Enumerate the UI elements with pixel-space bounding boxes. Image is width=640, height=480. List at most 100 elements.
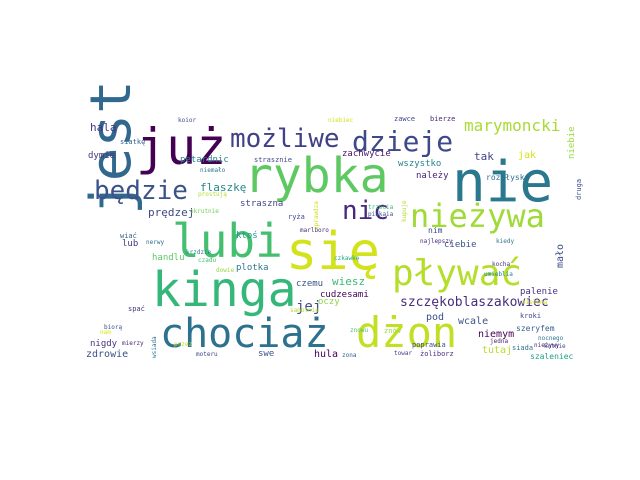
word-cloud-word: flaszkę bbox=[200, 181, 247, 194]
word-cloud-word: bierze bbox=[430, 115, 456, 123]
word-cloud-word: moteru bbox=[196, 351, 218, 358]
word-cloud-word: dzieje bbox=[352, 125, 454, 158]
word-cloud-word: szczękoblaszakowiec bbox=[400, 295, 549, 310]
word-cloud-word: nie bbox=[452, 150, 554, 215]
word-cloud-word: hula bbox=[314, 349, 339, 360]
word-cloud-word: już bbox=[136, 118, 227, 176]
word-cloud-word: wiać bbox=[120, 232, 137, 240]
word-cloud-word: nim bbox=[428, 226, 443, 235]
word-cloud-word: nerwy bbox=[146, 239, 165, 246]
word-cloud-word: się bbox=[286, 222, 380, 282]
word-cloud-word: siatkę bbox=[120, 138, 146, 146]
word-cloud-word: najlepszy bbox=[420, 238, 453, 245]
word-cloud-word: piakaia bbox=[368, 211, 394, 218]
word-cloud-word: jej bbox=[296, 299, 322, 315]
word-cloud-word: szeryfem bbox=[516, 324, 555, 333]
word-cloud-word: kiedy bbox=[496, 238, 515, 245]
word-cloud-word: kinga bbox=[152, 262, 297, 318]
word-cloud-word: okrutnie bbox=[190, 208, 219, 215]
word-cloud-word: pływać bbox=[392, 253, 523, 294]
word-cloud-word: rybka bbox=[244, 148, 389, 204]
word-cloud-word: dowie bbox=[216, 267, 235, 274]
word-cloud-word: krzdzie bbox=[186, 249, 212, 256]
word-cloud-word: kupuje bbox=[401, 200, 408, 222]
word-cloud-word: ryża bbox=[288, 213, 305, 221]
word-cloud-word: trzecia bbox=[368, 204, 394, 211]
word-cloud-word: petardnic bbox=[180, 155, 229, 165]
word-cloud-word: zachwycie bbox=[342, 149, 391, 159]
word-cloud-word: nocnego bbox=[538, 335, 564, 342]
word-cloud-word: umieblia bbox=[484, 271, 513, 278]
word-cloud-word: dżon bbox=[356, 308, 458, 357]
word-cloud-word: ciebie bbox=[444, 240, 477, 250]
word-cloud-word: marymoncki bbox=[464, 116, 561, 135]
word-cloud-word: będzie bbox=[94, 176, 188, 206]
word-cloud-word: chociaż bbox=[160, 311, 329, 357]
word-cloud-word: tak bbox=[474, 150, 494, 163]
word-cloud-word: dymie bbox=[88, 151, 116, 161]
word-cloud-word: nam bbox=[100, 329, 111, 336]
word-cloud-word: czadu bbox=[198, 257, 217, 264]
word-cloud-word: koior bbox=[178, 117, 197, 124]
word-cloud-word: niebiec bbox=[328, 117, 354, 124]
word-cloud-word: zawce bbox=[394, 115, 416, 123]
word-cloud-word: prędzej bbox=[148, 206, 195, 219]
word-cloud-word: ktoś bbox=[236, 231, 258, 241]
word-cloud-word: znowu bbox=[350, 327, 369, 334]
word-cloud-word: spać bbox=[128, 305, 145, 313]
word-cloud-word: wcale bbox=[458, 316, 489, 327]
word-cloud-word: czkawkę bbox=[334, 255, 360, 262]
word-cloud-word: samotnie bbox=[290, 307, 319, 314]
word-cloud-word: zdrowie bbox=[86, 349, 129, 360]
word-cloud-word: sprawdza bbox=[313, 201, 320, 230]
word-cloud-word: druga bbox=[575, 178, 583, 200]
word-cloud-word: znów bbox=[384, 327, 401, 335]
word-cloud-word: nieżywa bbox=[410, 197, 545, 235]
word-cloud-word: strasznie bbox=[254, 156, 292, 164]
word-cloud-word: żoliborz bbox=[420, 350, 454, 358]
word-cloud-word: tutaj bbox=[482, 345, 513, 356]
word-cloud-word: mierzy bbox=[122, 340, 144, 347]
word-cloud-word: wsiada bbox=[151, 336, 158, 358]
word-cloud-word: kroki bbox=[520, 312, 542, 320]
word-cloud-word: rozbłyska bbox=[486, 173, 530, 182]
word-cloud-word: lubi bbox=[172, 214, 283, 268]
word-cloud-word: czemu bbox=[296, 279, 324, 289]
word-cloud-word: plotka bbox=[236, 263, 269, 273]
word-cloud-word: marlboro bbox=[300, 227, 329, 234]
word-cloud-word: należy bbox=[416, 171, 449, 181]
word-cloud-word: zona bbox=[342, 352, 357, 359]
word-cloud-word: swe bbox=[258, 349, 275, 359]
word-cloud-word: towar bbox=[394, 350, 413, 357]
word-cloud-word: pod bbox=[426, 312, 445, 323]
word-cloud-word: nigdy bbox=[90, 339, 118, 349]
word-cloud-word: cudzesami bbox=[320, 290, 369, 300]
word-cloud-word: kutnie bbox=[544, 343, 566, 350]
word-cloud-word: handlu bbox=[152, 253, 185, 263]
word-cloud-word: możliwe bbox=[230, 124, 340, 154]
word-cloud-word: lub bbox=[122, 239, 139, 249]
word-cloud-word: szaleniec bbox=[530, 352, 574, 361]
word-cloud-word: wszystko bbox=[398, 159, 442, 169]
word-cloud-word: niemym bbox=[478, 329, 515, 340]
word-cloud-word: niemało bbox=[200, 167, 226, 174]
word-cloud-word: zielona bbox=[522, 299, 548, 306]
word-cloud-word: jedna bbox=[490, 338, 509, 345]
word-cloud-word: nic bbox=[342, 196, 389, 226]
word-cloud-word: jak bbox=[518, 150, 537, 161]
word-cloud-word: niebie bbox=[567, 126, 577, 159]
word-cloud-word: wiesz bbox=[332, 275, 366, 288]
word-cloud-word: halą bbox=[90, 121, 117, 134]
word-cloud-word: biorą bbox=[104, 324, 123, 331]
word-cloud-word: palenie bbox=[520, 287, 558, 297]
word-cloud-word: siada bbox=[512, 344, 534, 352]
word-cloud-word: prostują bbox=[198, 191, 227, 198]
word-cloud-word: straszna bbox=[240, 199, 284, 209]
word-cloud-word: nieżywy bbox=[534, 342, 560, 349]
word-cloud-word: przez bbox=[174, 341, 193, 348]
word-cloud-word: oczy bbox=[318, 297, 340, 307]
word-cloud-word: kocha bbox=[492, 261, 511, 268]
word-cloud-word: poprawia bbox=[412, 341, 446, 349]
word-cloud-word: mało bbox=[555, 243, 566, 268]
